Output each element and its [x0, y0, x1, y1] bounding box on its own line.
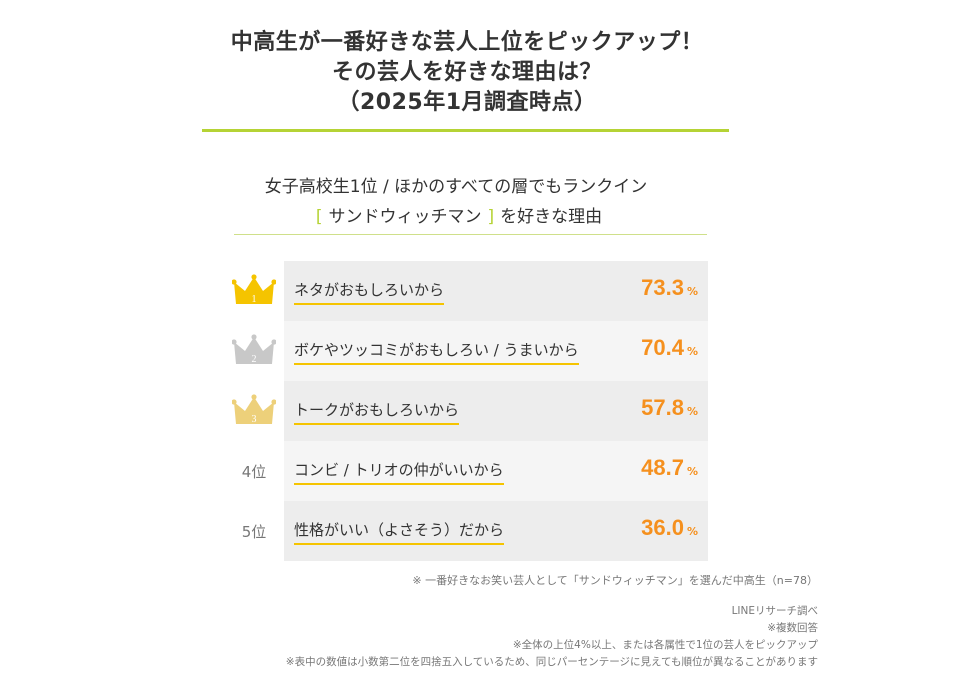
reason-label: ボケやツッコミがおもしろい / うまいから [294, 339, 579, 365]
rank-3: 3 [226, 381, 282, 441]
percentage-number: 73.3 [641, 275, 684, 300]
page-title: 中高生が一番好きな芸人上位をピックアップ！ その芸人を好きな理由は？ （2025… [0, 28, 934, 118]
crown-silver-icon: 2 [232, 334, 276, 365]
multiple-answer-note: ※複数回答 [767, 622, 818, 634]
table-row: ボケやツッコミがおもしろい / うまいから 70.4% [284, 321, 708, 381]
subtitle-line-1: 女子高校生1位 / ほかのすべての層でもランクイン [264, 177, 648, 197]
percentage-unit: % [686, 345, 698, 358]
percentage-unit: % [686, 525, 698, 538]
title-line-1: 中高生が一番好きな芸人上位をピックアップ！ [230, 30, 704, 55]
percentage-value: 57.8% [641, 395, 698, 421]
comedian-name: サンドウィッチマン [328, 207, 482, 227]
rounding-note: ※表中の数値は小数第二位を四捨五入しているため、同じパーセンテージに見えても順位… [285, 656, 818, 668]
table-row: コンビ / トリオの仲がいいから 48.7% [284, 441, 708, 501]
title-divider [202, 129, 729, 132]
rank-5: 5位 [226, 501, 282, 561]
reason-label: コンビ / トリオの仲がいいから [294, 459, 504, 485]
reason-label: ネタがおもしろいから [294, 279, 445, 305]
reason-label: 性格がいい（よさそう）だから [294, 519, 505, 545]
sample-note: ※ 一番好きなお笑い芸人として「サンドウィッチマン」を選んだ中高生（n=78） [412, 574, 818, 587]
rank-2: 2 [226, 321, 282, 381]
rank-number: 2 [252, 354, 257, 365]
table-row: トークがおもしろいから 57.8% [284, 381, 708, 441]
percentage-number: 48.7 [641, 455, 684, 480]
subtitle-divider [234, 234, 707, 235]
percentage-value: 73.3% [641, 275, 698, 301]
percentage-unit: % [686, 405, 698, 418]
percentage-number: 36.0 [641, 515, 684, 540]
table-row: ネタがおもしろいから 73.3% [284, 261, 708, 321]
footnotes: LINEリサーチ調べ ※複数回答 ※全体の上位4%以上、または各属性で1位の芸人… [286, 603, 818, 671]
crown-gold-icon: 1 [232, 274, 276, 305]
percentage-unit: % [686, 465, 698, 478]
subtitle-line-2: [サンドウィッチマン] を好きな理由 [205, 202, 707, 232]
title-line-3: （2025年1月調査時点） [337, 90, 597, 115]
reason-label: トークがおもしろいから [294, 399, 460, 425]
source-note: LINEリサーチ調べ [731, 605, 818, 617]
percentage-number: 57.8 [641, 395, 684, 420]
rank-4: 4位 [226, 441, 282, 501]
bracket-open: [ [315, 207, 323, 227]
rank-number: 1 [252, 294, 257, 305]
table-row: 性格がいい（よさそう）だから 36.0% [284, 501, 708, 561]
percentage-value: 36.0% [641, 515, 698, 541]
rank-number: 3 [252, 414, 257, 425]
rank-1: 1 [226, 261, 282, 321]
percentage-value: 70.4% [641, 335, 698, 361]
crown-bronze-icon: 3 [232, 394, 276, 425]
percentage-unit: % [686, 285, 698, 298]
title-line-2: その芸人を好きな理由は？ [331, 60, 602, 85]
rank-label: 5位 [241, 522, 267, 541]
bracket-close: ] [487, 207, 495, 227]
selection-note: ※全体の上位4%以上、または各属性で1位の芸人をピックアップ [512, 639, 818, 651]
rank-label: 4位 [241, 462, 267, 481]
percentage-number: 70.4 [641, 335, 684, 360]
subtitle: 女子高校生1位 / ほかのすべての層でもランクイン [サンドウィッチマン] を好き… [205, 172, 707, 232]
subtitle-suffix: を好きな理由 [500, 207, 603, 227]
percentage-value: 48.7% [641, 455, 698, 481]
